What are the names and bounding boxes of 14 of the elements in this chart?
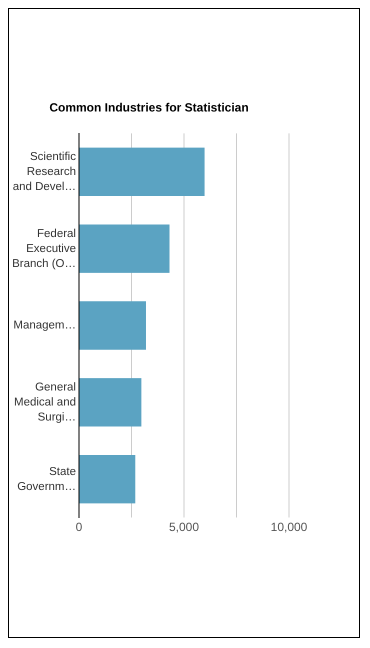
bar	[80, 148, 205, 196]
y-tick-label: Scientific Research and Devel…	[12, 151, 76, 193]
x-tick-label: 10,000	[270, 520, 308, 534]
bar	[80, 301, 146, 350]
x-tick-label: 0	[76, 520, 83, 534]
bar	[80, 454, 136, 504]
x-tick-label: 5,000	[168, 520, 200, 534]
bar	[80, 224, 170, 273]
chart-title: Common Industries for Statistician	[49, 100, 249, 115]
y-tick-label: General Medical and Surgi…	[14, 382, 76, 424]
y-tick-label: Managem…	[13, 320, 76, 332]
bar	[80, 378, 142, 427]
y-tick-label: State Governm…	[17, 466, 76, 493]
y-tick-label: Federal Executive Branch (O…	[12, 228, 76, 270]
